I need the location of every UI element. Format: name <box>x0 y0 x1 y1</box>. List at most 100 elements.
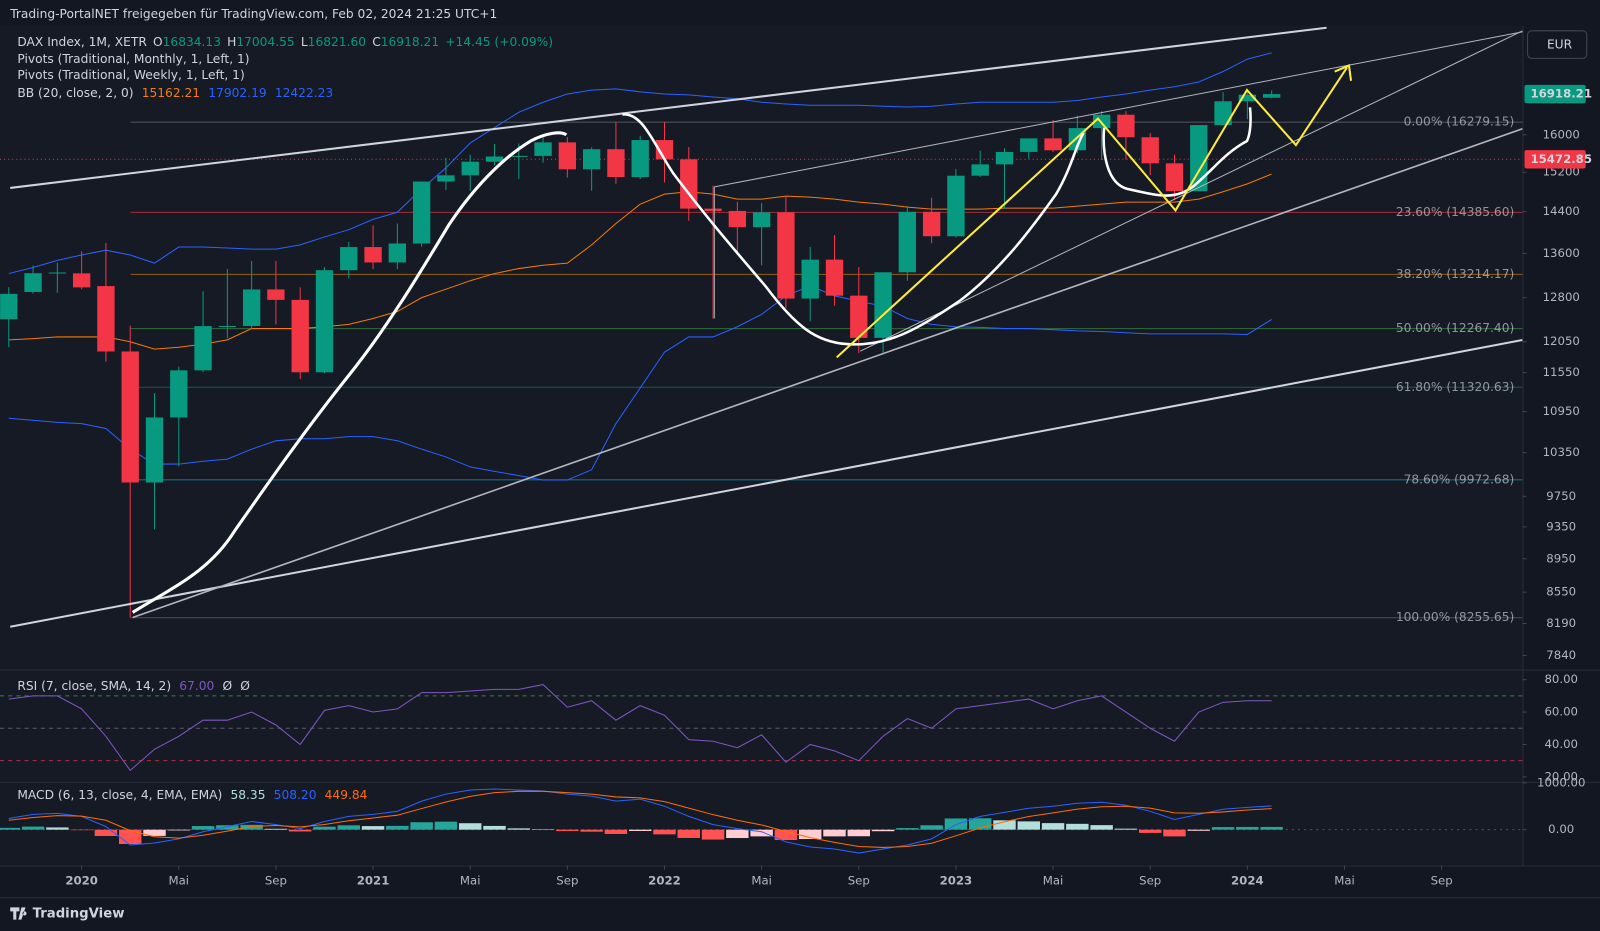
candle-body <box>291 299 309 373</box>
currency-label[interactable]: EUR <box>1547 38 1573 52</box>
candle-body <box>995 151 1014 165</box>
histogram-bar <box>264 828 288 830</box>
histogram-bar <box>1211 827 1235 830</box>
indicator-title: MACD (6, 13, close, 4, EMA, EMA) <box>17 788 222 802</box>
legend-value: 449.84 <box>325 788 368 802</box>
logo-icon <box>10 907 27 920</box>
trend-line <box>132 127 1523 619</box>
histogram-bar <box>191 826 215 830</box>
histogram-bar <box>1017 821 1040 830</box>
candle-body <box>1262 94 1281 98</box>
curve-drawing <box>622 113 1085 346</box>
candle-body <box>728 210 747 228</box>
indicator-title: BB (20, close, 2, 0) <box>17 86 133 100</box>
candle-body <box>874 272 892 338</box>
indicator-title: Pivots (Traditional, Monthly, 1, Left, 1… <box>17 52 249 66</box>
histogram-bar <box>70 829 93 831</box>
x-tick-label: Mai <box>751 873 772 887</box>
candle-body <box>218 325 237 327</box>
histogram-bar <box>628 829 652 831</box>
last-price-label: 16918.21 <box>1530 87 1592 101</box>
indicator-title: RSI (7, close, SMA, 14, 2) <box>17 678 171 692</box>
trend-line <box>714 31 1523 188</box>
histogram-bar <box>968 818 992 830</box>
drawings <box>10 26 1523 628</box>
histogram-bar <box>556 829 579 832</box>
x-tick-label: Sep <box>556 873 578 887</box>
y-tick-label: 40.00 <box>1544 737 1578 751</box>
candle-body <box>194 326 212 371</box>
candle-body <box>170 370 188 418</box>
bollinger-band <box>8 285 1272 481</box>
histogram-bar <box>1236 826 1259 830</box>
y-tick-label: 9750 <box>1546 489 1576 503</box>
histogram-bar <box>677 829 700 838</box>
histogram-bar <box>21 826 45 830</box>
indicator-title: Pivots (Traditional, Weekly, 1, Left, 1) <box>17 68 244 82</box>
histogram-bar <box>920 825 943 830</box>
histogram-bar <box>483 825 506 830</box>
histogram-bar <box>361 826 385 830</box>
legend-value: 16834.13 <box>163 35 221 49</box>
histogram-bar <box>240 824 263 830</box>
bollinger-band <box>8 52 1272 275</box>
histogram-bar <box>823 829 846 837</box>
y-tick-label: 9350 <box>1546 519 1576 533</box>
candle-body <box>1044 138 1062 151</box>
legend-value: 67.00 <box>179 678 214 692</box>
candle-body <box>850 295 868 338</box>
legend-value: 12422.23 <box>275 86 333 100</box>
x-tick-label: Sep <box>265 873 287 887</box>
legend-value: 58.35 <box>230 788 265 802</box>
histogram-bar <box>167 829 190 831</box>
axes: 1600015200144001360012800120501155010950… <box>65 84 1592 887</box>
y-tick-label: 20.00 <box>1544 769 1578 783</box>
candle-body <box>825 259 844 296</box>
histogram-bar <box>896 828 919 830</box>
price-line-box <box>1524 150 1586 169</box>
currency-button[interactable] <box>1527 30 1588 59</box>
symbol-title: DAX Index, 1M, XETR <box>17 35 147 49</box>
y-tick-label: 8950 <box>1546 551 1576 565</box>
legend-value: 15162.21 <box>142 86 200 100</box>
candle-body <box>412 181 431 244</box>
legend-value: 508.20 <box>274 788 317 802</box>
x-tick-label: Sep <box>848 873 870 887</box>
x-tick-label: Mai <box>168 873 189 887</box>
histogram-bar <box>118 829 142 845</box>
histogram-bar <box>1187 829 1210 831</box>
histogram-bar <box>216 825 239 830</box>
legend-key: O <box>153 35 163 49</box>
legend-extra: Ø <box>240 678 250 692</box>
rsi-pane <box>0 684 1523 772</box>
histogram-bar <box>313 826 336 830</box>
y-tick-label: 1000.00 <box>1537 775 1585 789</box>
candle-body <box>777 212 795 299</box>
legend-key: L <box>301 35 308 49</box>
candle-body <box>947 175 965 237</box>
x-tick-label: 2022 <box>648 873 681 887</box>
histogram-bar <box>798 829 822 840</box>
candle-body <box>752 212 771 228</box>
candle-body <box>534 142 552 156</box>
candle-body <box>97 286 115 352</box>
trend-line <box>10 338 1523 628</box>
y-tick-label: 8550 <box>1546 585 1576 599</box>
x-tick-label: Sep <box>1139 873 1161 887</box>
fib-label: 23.60% (14385.60) <box>1396 205 1514 219</box>
x-tick-label: Sep <box>1431 873 1453 887</box>
candle-body <box>582 149 601 170</box>
curve-drawing <box>1102 107 1252 197</box>
histogram-bar <box>1090 825 1113 830</box>
curve-drawing <box>131 131 568 614</box>
histogram-bar <box>434 821 458 830</box>
histogram-bar <box>871 829 895 832</box>
main-pane: 0.00% (16279.15) 23.60% (14385.60) 38.20% … <box>0 52 1523 624</box>
candle-body <box>655 140 674 160</box>
histogram-bar <box>410 822 433 830</box>
trend-line <box>10 26 1327 189</box>
candle-body <box>1214 101 1232 126</box>
plot-area <box>0 25 1523 865</box>
